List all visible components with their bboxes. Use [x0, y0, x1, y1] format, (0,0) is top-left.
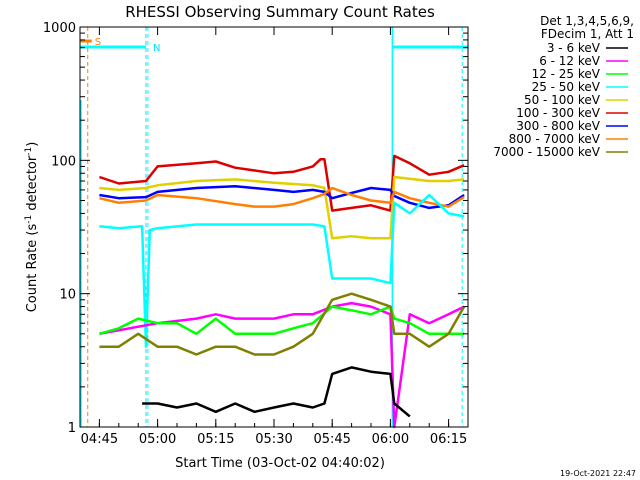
legend-label: 800 - 7000 keV: [509, 132, 601, 146]
series-line-3: [99, 184, 465, 210]
y-axis-label-sup2: -1: [24, 147, 34, 156]
legend-label: 25 - 50 keV: [532, 80, 601, 94]
x-tick-label: 05:30: [255, 432, 292, 447]
legend-entry: 12 - 25 keV: [532, 67, 628, 81]
legend-entry: 25 - 50 keV: [532, 80, 628, 94]
series-line-2: [99, 175, 465, 240]
legend-label: 7000 - 15000 keV: [493, 145, 600, 159]
legend-entry: 800 - 7000 keV: [509, 132, 628, 146]
series-line-8: [99, 292, 466, 356]
y-tick-label: 10: [59, 288, 76, 303]
y-axis-label-end: ): [25, 142, 40, 147]
y-tick-label: 100: [51, 154, 76, 169]
legend-header-2: FDecim 1, Att 1: [541, 27, 634, 41]
flag-markers: SN: [80, 27, 160, 427]
legend-label: 50 - 100 keV: [524, 93, 601, 107]
series-line-7: [99, 305, 465, 336]
timestamp: 19-Oct-2021 22:47: [560, 469, 636, 478]
series-line-5: [99, 193, 465, 348]
x-tick-label: 05:45: [313, 432, 350, 447]
legend-entry: 100 - 300 keV: [516, 106, 628, 120]
legend-label: 6 - 12 keV: [539, 54, 601, 68]
legend-label: 12 - 25 keV: [532, 67, 601, 81]
flag-label: S: [95, 37, 101, 48]
series-line-9: [142, 366, 411, 418]
legend-label: 100 - 300 keV: [516, 106, 600, 120]
legend-label: 3 - 6 keV: [547, 41, 601, 55]
legend-label: 300 - 800 keV: [516, 119, 600, 133]
legend-entry: 3 - 6 keV: [547, 41, 628, 55]
chart-title: RHESSI Observing Summary Count Rates: [125, 3, 435, 21]
flag-n: N: [145, 27, 160, 427]
legend-entry: 6 - 12 keV: [539, 54, 628, 68]
x-tick-label: 06:15: [430, 432, 467, 447]
x-tick-label: 04:45: [81, 432, 118, 447]
legend-entry: 7000 - 15000 keV: [493, 145, 628, 159]
series-lines: [99, 154, 466, 429]
x-axis-label: Start Time (03-Oct-02 04:40:02): [175, 456, 385, 471]
series-line-4: [99, 186, 465, 208]
x-tick-label: 05:00: [139, 432, 176, 447]
series-line-1: [99, 154, 465, 212]
flag-label: N: [153, 43, 160, 54]
legend-entry: 50 - 100 keV: [524, 93, 628, 107]
legend-entry: 300 - 800 keV: [516, 119, 628, 133]
x-tick-label: 05:15: [197, 432, 234, 447]
y-axis-ticks: 1 10 100 1000: [43, 21, 468, 436]
y-axis-label-sup1: -1: [24, 215, 34, 224]
y-tick-label: 1000: [43, 21, 76, 36]
x-tick-label: 06:00: [372, 432, 409, 447]
y-tick-label: 1: [68, 421, 76, 436]
legend: Det 1,3,4,5,6,9, FDecim 1, Att 1 3 - 6 k…: [493, 14, 634, 159]
y-axis-label-mid: detector: [25, 155, 40, 215]
y-axis-label-main: Count Rate (s: [25, 224, 40, 313]
flag-s: S: [80, 27, 101, 427]
legend-header-1: Det 1,3,4,5,6,9,: [540, 14, 634, 28]
x-axis-ticks: 04:45 05:00 05:15 05:30 05:45 06:00 06:15: [79, 27, 469, 447]
y-axis-label: Count Rate (s-1 detector-1): [24, 142, 40, 313]
